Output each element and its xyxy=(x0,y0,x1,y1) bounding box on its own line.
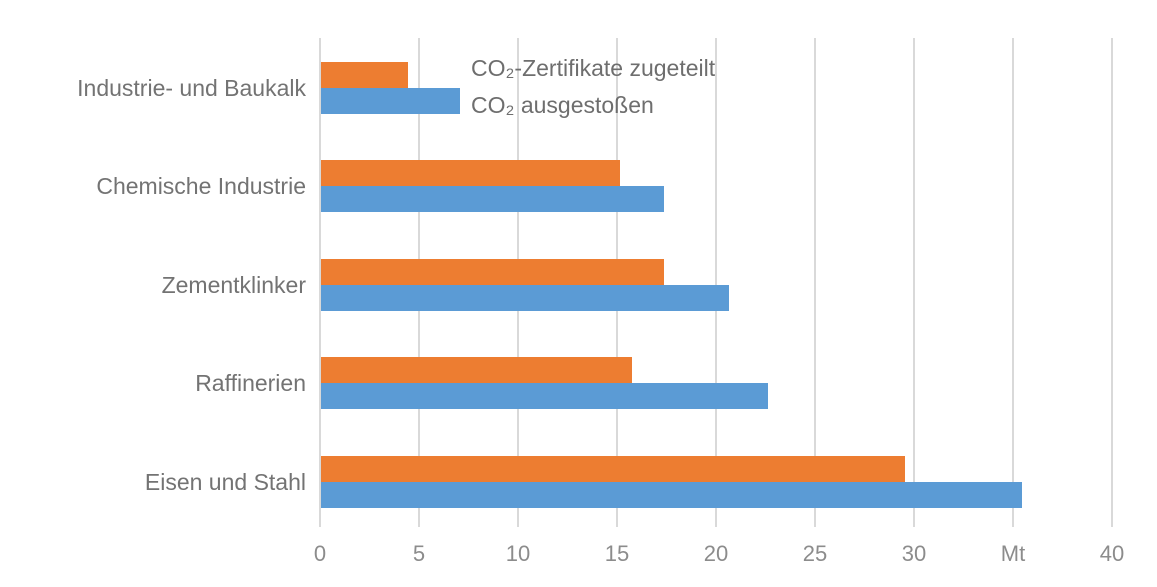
gridline-40 xyxy=(1111,38,1113,527)
gridline-25 xyxy=(814,38,816,527)
x-tick-label-15: 15 xyxy=(604,541,630,566)
bar-ausgestossen-row-2 xyxy=(321,284,729,311)
bar-zugeteilt-row-3 xyxy=(321,357,632,384)
bar-ausgestossen-row-1 xyxy=(321,186,664,213)
gridline-20 xyxy=(715,38,717,527)
bar-ausgestossen-row-3 xyxy=(321,383,769,410)
x-tick-label-20: 20 xyxy=(703,541,729,566)
gridline-Mt xyxy=(1012,38,1014,527)
category-label: Eisen und Stahl xyxy=(144,469,306,495)
bar-zugeteilt-row-0 xyxy=(321,61,409,88)
category-label: Raffinerien xyxy=(195,370,306,397)
category-label: Industrie- und Baukalk xyxy=(77,74,306,101)
bar-zugeteilt-row-4 xyxy=(321,456,906,482)
bar-ausgestossen-row-4 xyxy=(321,482,1022,508)
gridline-30 xyxy=(913,38,915,527)
gridline-0 xyxy=(319,38,321,527)
x-axis-unit-label: Mt xyxy=(1000,541,1026,566)
bar-zugeteilt-row-1 xyxy=(321,160,620,187)
category-label: Chemische Industrie xyxy=(96,173,306,200)
x-tick-label-10: 10 xyxy=(505,541,531,566)
bar-zugeteilt-row-2 xyxy=(321,258,664,285)
bar-ausgestossen-row-0 xyxy=(321,87,460,114)
legend-label-co2-ausgestossen: CO₂ ausgestoßen xyxy=(471,92,654,118)
legend-label-co2-zertifikate-zugeteilt: CO₂-Zertifikate zugeteilt xyxy=(471,55,716,81)
x-tick-label-0: 0 xyxy=(313,541,327,566)
x-tick-label-30: 30 xyxy=(901,541,927,566)
x-tick-label-40: 40 xyxy=(1099,541,1125,566)
x-tick-label-25: 25 xyxy=(802,541,828,566)
x-tick-label-5: 5 xyxy=(412,541,426,566)
category-label: Zementklinker xyxy=(161,271,306,298)
